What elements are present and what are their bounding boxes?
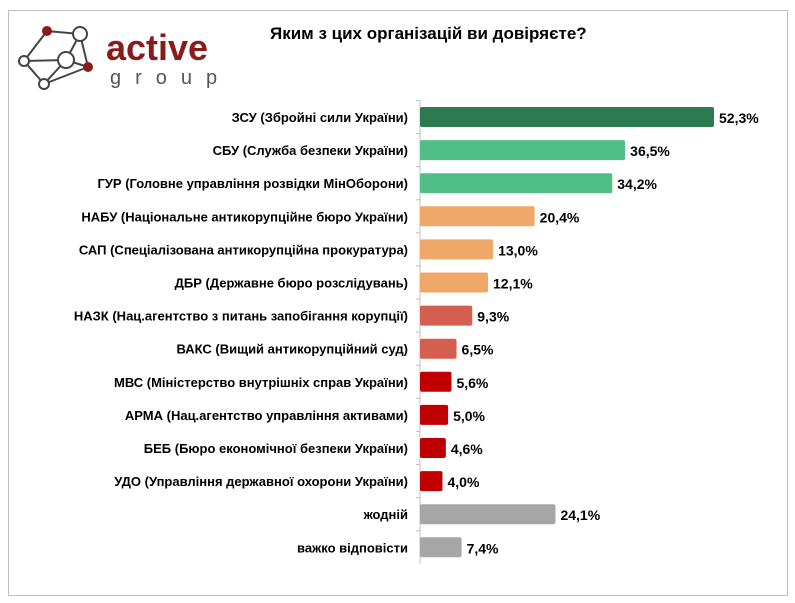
category-label: САП (Спеціалізована антикорупційна проку…	[79, 242, 408, 257]
category-label: ВАКС (Вищий антикорупційний суд)	[177, 342, 409, 357]
category-label: ЗСУ (Збройні сили України)	[232, 110, 408, 125]
category-label: АРМА (Нац.агентство управління активами)	[125, 408, 408, 423]
value-label: 6,5%	[462, 342, 494, 358]
logo-text-active: active	[106, 27, 208, 68]
value-label: 5,6%	[456, 375, 488, 391]
active-group-logo: active group	[18, 26, 231, 90]
category-label: МВС (Міністерство внутрішніх справ Украї…	[114, 375, 408, 390]
bar	[420, 438, 446, 458]
bar	[420, 206, 535, 227]
logo-text-group: group	[110, 67, 231, 89]
category-label: важко відповісти	[297, 540, 408, 555]
category-label: ДБР (Державне бюро розслідувань)	[175, 276, 408, 291]
chart-title: Яким з цих організацій ви довіряєте?	[270, 24, 587, 43]
bar	[420, 504, 556, 525]
value-label: 12,1%	[493, 276, 533, 292]
bar	[420, 239, 494, 260]
category-label: НАБУ (Національне антикорупційне бюро Ук…	[81, 209, 408, 224]
bar	[420, 140, 626, 161]
bar	[420, 272, 489, 293]
category-label: УДО (Управління державної охорони Україн…	[114, 474, 408, 489]
bar	[420, 107, 714, 127]
category-label: ГУР (Головне управління розвідки МінОбор…	[97, 176, 408, 191]
category-label: СБУ (Служба безпеки України)	[213, 143, 408, 158]
value-label: 7,4%	[467, 540, 499, 556]
image-frame	[8, 10, 788, 596]
bar	[420, 537, 462, 558]
bar	[420, 173, 613, 194]
bar	[420, 404, 449, 425]
value-label: 9,3%	[477, 309, 509, 325]
value-label: 52,3%	[719, 110, 759, 126]
value-label: 24,1%	[560, 507, 600, 523]
bar	[420, 305, 473, 326]
value-label: 4,0%	[447, 474, 479, 490]
value-label: 20,4%	[540, 209, 580, 225]
value-label: 34,2%	[617, 176, 657, 192]
value-label: 5,0%	[453, 408, 485, 424]
category-label: жодній	[363, 507, 408, 522]
bar	[420, 338, 457, 359]
value-label: 13,0%	[498, 242, 538, 258]
value-label: 4,6%	[451, 441, 483, 457]
bar	[420, 371, 452, 392]
bar	[420, 471, 443, 492]
value-label: 36,5%	[630, 143, 670, 159]
category-label: НАЗК (Нац.агентство з питань запобігання…	[74, 309, 408, 324]
category-label: БЕБ (Бюро економічної безпеки України)	[144, 441, 408, 456]
